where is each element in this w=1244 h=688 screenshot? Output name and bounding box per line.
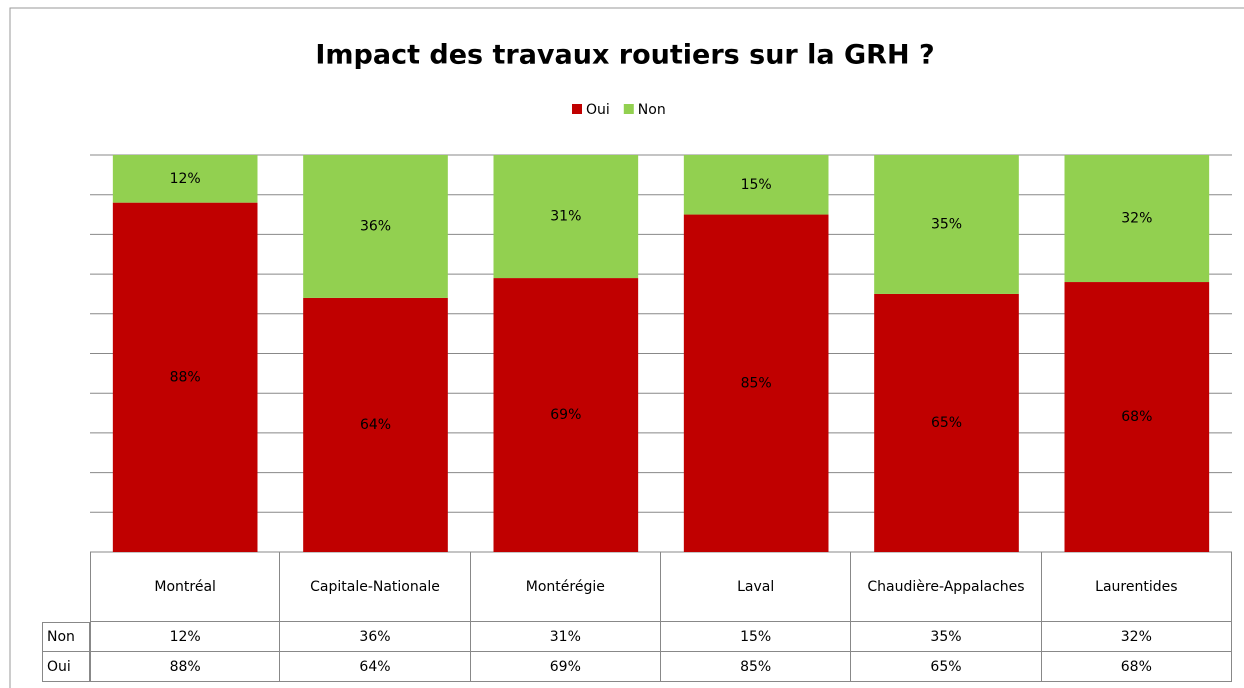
table-value: 35%	[851, 622, 1042, 652]
chart-frame	[9, 7, 1244, 688]
legend-swatch	[623, 104, 634, 114]
table-value: 32%	[1041, 622, 1232, 652]
table-value: 65%	[851, 652, 1042, 682]
bar-segment	[303, 297, 448, 552]
data-label: 85%	[741, 375, 772, 391]
data-label: 65%	[931, 415, 962, 431]
table-category: Montérégie	[470, 552, 661, 622]
table-value: 88%	[90, 652, 281, 682]
data-label: 15%	[741, 177, 772, 193]
bar-segment	[874, 293, 1019, 552]
table-category: Montréal	[90, 552, 281, 622]
bar-segment	[683, 155, 829, 215]
table-value: 68%	[1041, 652, 1232, 682]
table-series-name: Oui	[42, 652, 90, 682]
bar-segment	[493, 155, 639, 279]
table-category: Laurentides	[1041, 552, 1232, 622]
table-category: Chaudière-Appalaches	[851, 552, 1042, 622]
table-category: Laval	[661, 552, 852, 622]
table-value: 31%	[470, 622, 661, 652]
chart-title: Impact des travaux routiers sur la GRH ?	[315, 40, 934, 71]
table-series-name: Non	[42, 622, 90, 652]
legend-label: Oui	[586, 102, 610, 118]
bar-segment	[874, 155, 1019, 294]
data-label: 36%	[360, 218, 391, 234]
bar-segment	[112, 155, 258, 203]
legend-swatch	[572, 104, 582, 114]
data-label: 12%	[170, 171, 201, 187]
bar-segment	[493, 278, 639, 552]
table-value: 15%	[661, 622, 852, 652]
bar-segment	[303, 155, 448, 298]
data-label: 31%	[550, 209, 581, 225]
data-label: 35%	[931, 216, 962, 232]
legend-label: Non	[638, 102, 666, 118]
bar-segment	[683, 214, 829, 553]
table-value: 36%	[280, 622, 471, 652]
bar-segment	[112, 202, 258, 552]
data-label: 32%	[1121, 211, 1152, 227]
data-label: 64%	[360, 417, 391, 433]
bar-segment	[1064, 282, 1210, 552]
data-label: 68%	[1121, 409, 1152, 425]
bar-segment	[1064, 155, 1210, 283]
data-label: 69%	[550, 407, 581, 423]
table-value: 69%	[470, 652, 661, 682]
data-label: 88%	[170, 369, 201, 385]
table-category: Capitale-Nationale	[280, 552, 471, 622]
table-value: 12%	[90, 622, 281, 652]
table-value: 85%	[661, 652, 852, 682]
table-value: 64%	[280, 652, 471, 682]
